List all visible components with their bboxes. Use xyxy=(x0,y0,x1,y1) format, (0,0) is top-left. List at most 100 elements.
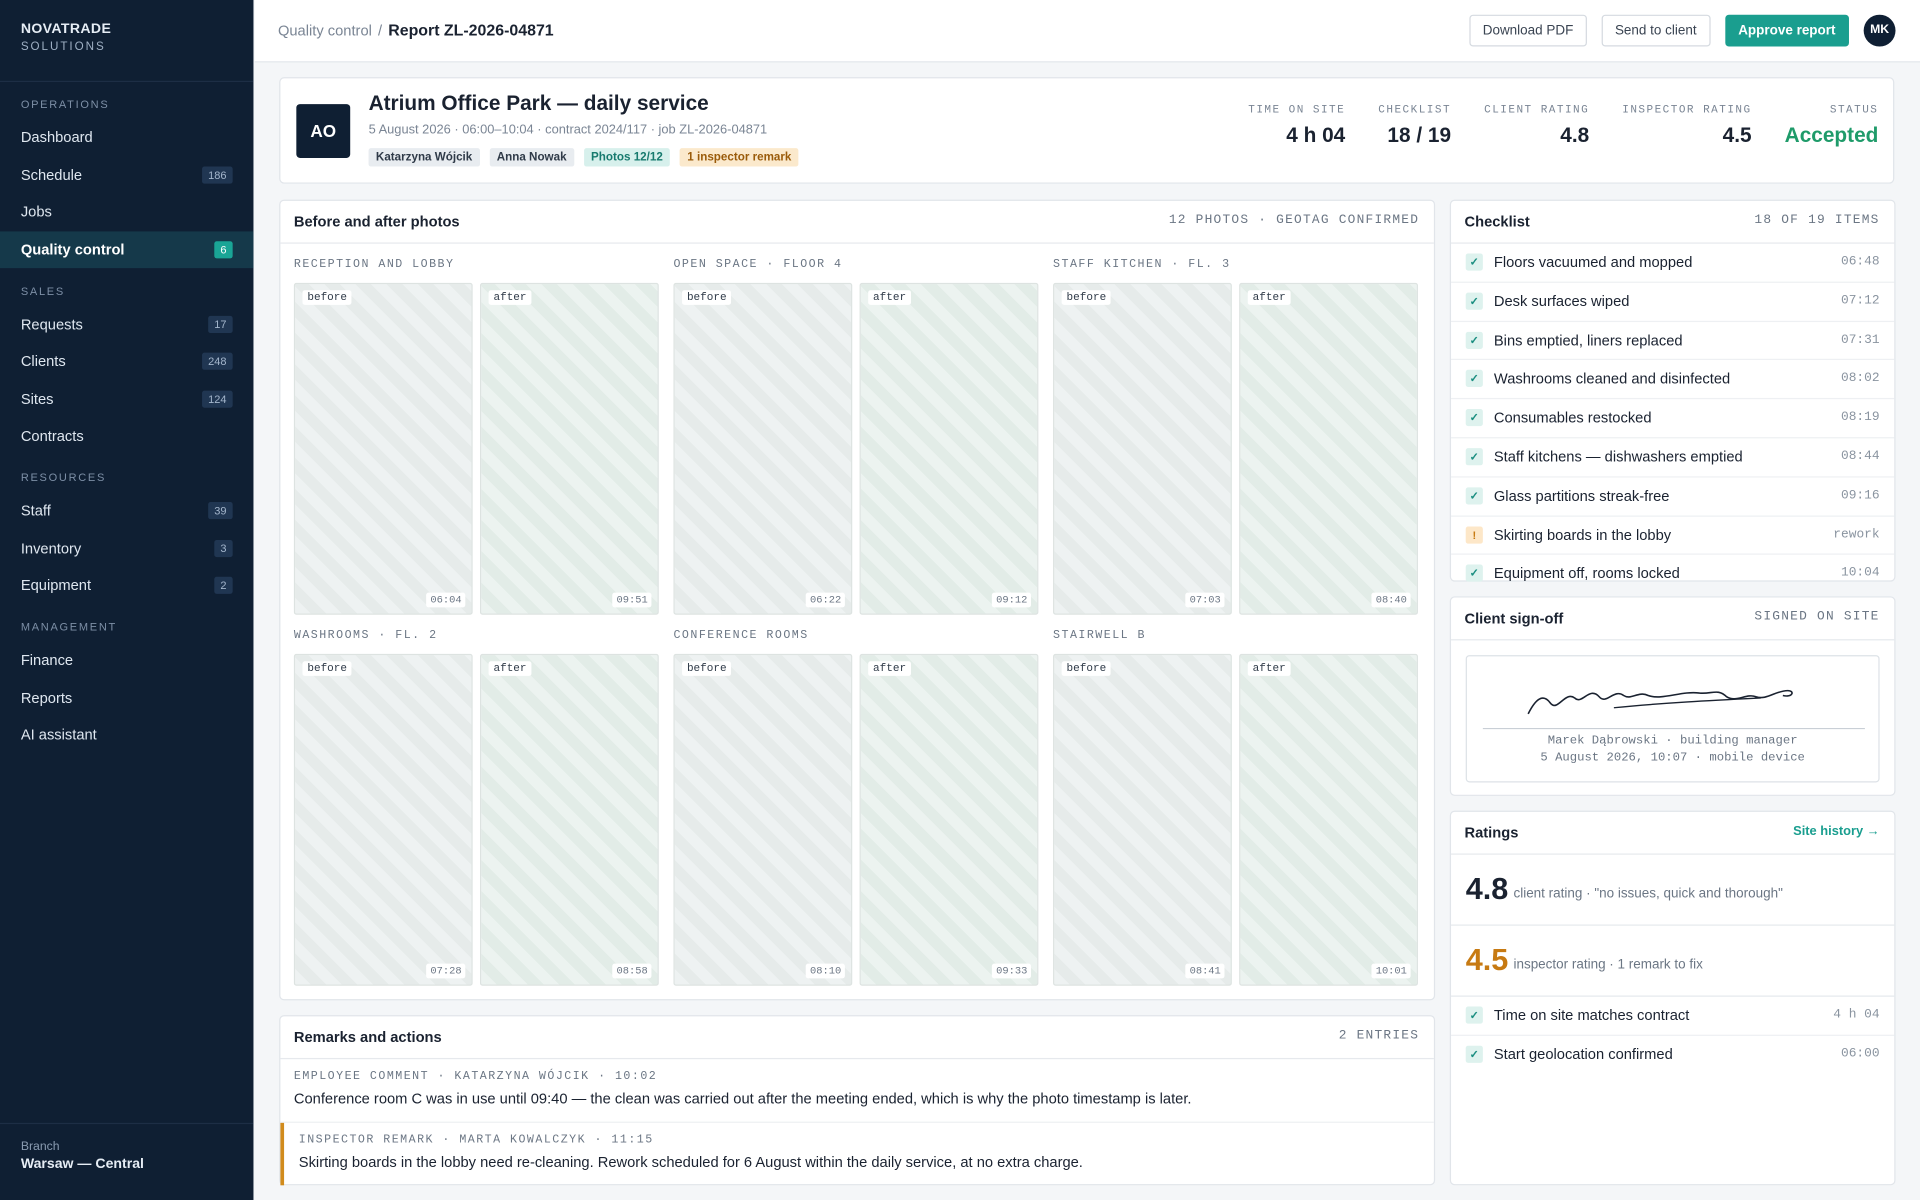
remark-text: Skirting boards in the lobby need re-cle… xyxy=(298,1153,1083,1171)
nav-label: Staff xyxy=(20,502,51,520)
nav-item[interactable]: Quality control 6 xyxy=(0,230,254,269)
nav-item[interactable]: AI assistant xyxy=(0,716,253,753)
nav-item[interactable]: Dashboard xyxy=(0,119,253,156)
group-label: RECEPTION AND LOBBY xyxy=(293,257,455,271)
rating-value: 4.5 xyxy=(1465,942,1509,978)
nav-label: Dashboard xyxy=(20,128,93,146)
nav-item[interactable]: Contracts xyxy=(0,418,253,455)
photo[interactable]: before 06:04 xyxy=(293,282,473,615)
card-header: Client sign-off SIGNED ON SITE xyxy=(1451,598,1895,641)
photo[interactable]: after 09:51 xyxy=(480,282,659,615)
photo-pair: before 07:28 after 08:58 xyxy=(293,653,659,986)
nav-item[interactable]: Clients 248 xyxy=(0,343,253,380)
item-label: Desk surfaces wiped xyxy=(1493,292,1630,310)
branch[interactable]: Branch Warsaw — Central xyxy=(0,1122,254,1200)
checklist-item: ✓ Consumables restocked 08:19 xyxy=(1451,399,1895,439)
check-mark: ✓ xyxy=(1465,370,1483,388)
remark-text: Conference room C was in use until 09:40… xyxy=(293,1089,1192,1107)
nav-section-title: SALES xyxy=(20,284,65,297)
rating-check: ✓ Time on site matches contract 4 h 04 xyxy=(1451,997,1895,1036)
brand-sub: SOLUTIONS xyxy=(20,40,106,54)
button[interactable]: Send to client xyxy=(1601,14,1711,47)
stat: STATUS Accepted xyxy=(1785,104,1879,148)
photo[interactable]: before 07:28 xyxy=(293,653,473,986)
brand-name: NOVATRADE xyxy=(20,22,112,37)
photo[interactable]: before 07:03 xyxy=(1053,282,1232,615)
nav-label: Finance xyxy=(20,651,74,669)
item-time: 08:02 xyxy=(1841,371,1880,387)
photo[interactable]: after 08:40 xyxy=(1239,282,1418,615)
nav-badge: 248 xyxy=(202,352,233,370)
check-mark: ✓ xyxy=(1465,331,1483,349)
stat: TIME ON SITE 4 h 04 xyxy=(1248,104,1345,148)
photos-card: Before and after photos 12 PHOTOS · GEOTA… xyxy=(279,199,1436,1001)
topbar: Quality control / Report ZL-2026-04871 Down… xyxy=(254,0,1920,63)
nav-label: Equipment xyxy=(20,576,92,594)
check-mark: ✓ xyxy=(1465,564,1483,583)
branch-name: Warsaw — Central xyxy=(20,1157,144,1172)
avatar[interactable]: MK xyxy=(1863,14,1896,47)
item-label: Bins emptied, liners replaced xyxy=(1493,331,1683,349)
item-label: Consumables restocked xyxy=(1493,409,1652,427)
check-mark: ✓ xyxy=(1465,1006,1483,1024)
breadcrumb-parent[interactable]: Quality control xyxy=(277,22,372,40)
photo[interactable]: after 10:01 xyxy=(1239,653,1418,986)
nav-item[interactable]: Reports xyxy=(0,679,253,716)
photo-group: CONFERENCE ROOMS before 08:10 after 09:33 xyxy=(673,628,1039,986)
photo[interactable]: after 08:58 xyxy=(480,653,659,986)
photo-tag: before xyxy=(1061,661,1112,676)
button[interactable]: Approve report xyxy=(1724,14,1849,47)
group-label: WASHROOMS · FL. 2 xyxy=(293,628,438,642)
nav-item[interactable]: Equipment 2 xyxy=(0,567,253,604)
card-meta: 18 OF 19 ITEMS xyxy=(1754,213,1880,228)
nav-item[interactable]: Requests 17 xyxy=(0,306,253,343)
rating: 4.5 inspector rating · 1 remark to fix xyxy=(1451,926,1895,997)
nav-item[interactable]: Schedule 186 xyxy=(0,156,253,193)
nav-badge: 39 xyxy=(208,502,233,520)
site-initials: AO xyxy=(296,104,351,158)
nav-item[interactable]: Sites 124 xyxy=(0,380,253,417)
photo-tag: after xyxy=(488,290,532,305)
photo-time: 08:40 xyxy=(1372,592,1411,608)
check-mark: ✓ xyxy=(1465,487,1483,505)
photo-pair: before 06:22 after 09:12 xyxy=(673,282,1039,615)
remark: EMPLOYEE COMMENT · KATARZYNA WÓJCIK · 10… xyxy=(280,1059,1434,1123)
photo-tag: after xyxy=(868,661,912,676)
nav-item[interactable]: Jobs xyxy=(0,193,253,230)
stat: INSPECTOR RATING 4.5 xyxy=(1622,104,1751,148)
nav-badge: 3 xyxy=(214,539,233,557)
card-meta: 12 PHOTOS · GEOTAG CONFIRMED xyxy=(1168,213,1420,228)
card-header: Checklist 18 OF 19 ITEMS xyxy=(1451,201,1895,244)
stat-value: 4.5 xyxy=(1722,123,1752,147)
photo-time: 09:12 xyxy=(992,592,1032,608)
rating-check: ✓ Start geolocation confirmed 06:00 xyxy=(1451,1036,1894,1074)
photo-time: 08:41 xyxy=(1185,963,1225,979)
photo[interactable]: before 06:22 xyxy=(673,282,853,615)
photo[interactable]: before 08:10 xyxy=(673,653,853,986)
nav-item[interactable]: Inventory 3 xyxy=(0,530,253,567)
link[interactable]: Site history → xyxy=(1793,824,1880,839)
nav-item[interactable]: Finance xyxy=(0,642,253,679)
photo[interactable]: after 09:12 xyxy=(859,282,1039,615)
photo-tag: before xyxy=(1061,290,1112,305)
card-meta: 2 ENTRIES xyxy=(1338,1028,1420,1044)
check-mark: ✓ xyxy=(1465,1045,1483,1063)
photo[interactable]: before 08:41 xyxy=(1053,653,1232,986)
item-time: 07:31 xyxy=(1841,332,1880,348)
branch-label: Branch xyxy=(20,1140,60,1154)
photo[interactable]: after 09:33 xyxy=(859,653,1039,986)
photo-tag: after xyxy=(1247,661,1291,676)
button[interactable]: Download PDF xyxy=(1469,14,1587,47)
photo-tag: after xyxy=(868,290,912,305)
group-label: CONFERENCE ROOMS xyxy=(673,628,809,642)
check-value: 4 h 04 xyxy=(1833,1007,1880,1023)
tag: Photos 12/12 xyxy=(583,148,671,167)
signature-stroke xyxy=(1527,689,1793,715)
photo-tag: after xyxy=(1247,290,1291,305)
checklist-item: ✓ Bins emptied, liners replaced 07:31 xyxy=(1451,322,1895,361)
item-time: 08:44 xyxy=(1841,449,1880,465)
photo-time: 09:33 xyxy=(992,963,1032,979)
nav-item[interactable]: Staff 39 xyxy=(0,492,253,529)
group-label: STAFF KITCHEN · FL. 3 xyxy=(1053,257,1231,271)
